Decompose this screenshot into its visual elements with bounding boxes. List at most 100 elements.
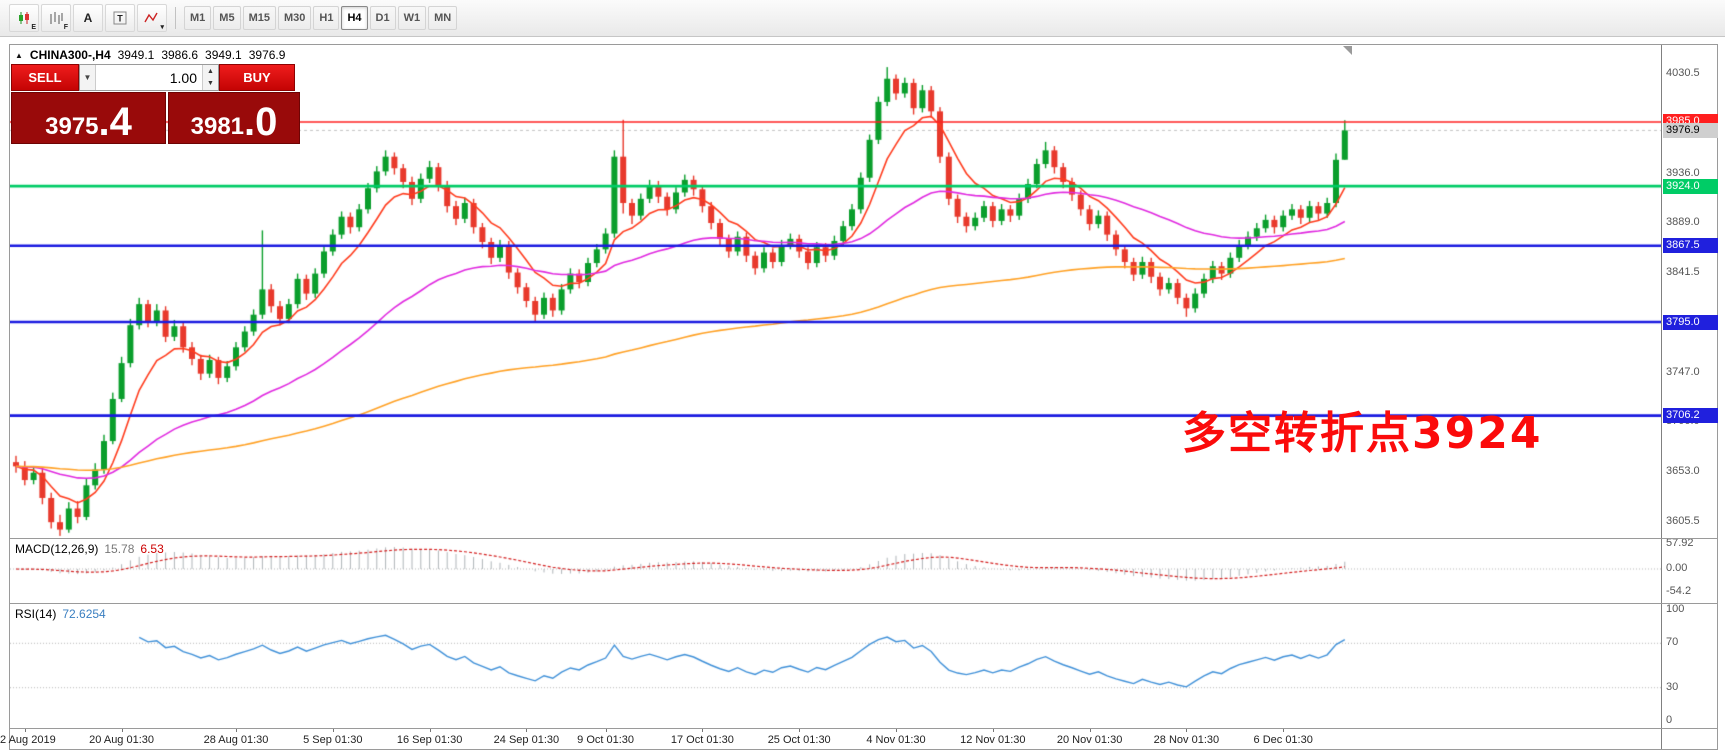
price-axis-tag: 3795.0 — [1663, 314, 1718, 330]
rsi-value: 72.6254 — [62, 607, 106, 621]
time-axis-tick — [24, 729, 26, 732]
macd-axis-label: 57.92 — [1666, 537, 1694, 550]
timeframe-mn[interactable]: MN — [428, 6, 458, 30]
sell-price-big: .4 — [98, 100, 132, 144]
timeframe-m5[interactable]: M5 — [213, 6, 241, 30]
text-label-icon[interactable]: T — [105, 4, 135, 32]
chart-shift-marker[interactable] — [1343, 46, 1352, 55]
time-axis-tick — [429, 729, 431, 732]
time-axis-tick — [896, 729, 897, 732]
time-axis[interactable]: 12 Aug 2019 20 Aug 01:30 28 Aug 01:30 5 Sep… — [0, 729, 1661, 749]
candlestick-template-icon[interactable]: E — [9, 4, 39, 32]
buy-price-big: .0 — [244, 100, 278, 144]
timeframe-toolbar: M1 M5 M15 M30 H1 H4 D1 W1 MN — [183, 6, 458, 30]
ohlc-close: 3976.9 — [248, 48, 286, 62]
price-axis[interactable]: 4030.53936.03889.03841.53747.03700.03653… — [1661, 45, 1718, 749]
time-axis-label: 28 Nov 01:30 — [1153, 734, 1220, 746]
ohlc-low: 3949.1 — [205, 48, 242, 62]
time-axis-label: 16 Sep 01:30 — [396, 734, 463, 746]
time-axis-label: 9 Oct 01:30 — [577, 734, 635, 746]
volume-stepper[interactable]: ▲ ▼ — [202, 65, 218, 90]
price-axis-tick: 3936.0 — [1666, 166, 1700, 179]
price-axis-tick: 3889.0 — [1666, 216, 1700, 229]
macd-title: MACD(12,26,9) — [15, 542, 99, 556]
macd-signal-value: 6.53 — [140, 542, 164, 556]
time-axis-label: 28 Aug 01:30 — [203, 734, 269, 746]
timeframe-m15[interactable]: M15 — [242, 6, 276, 30]
time-axis-label: 25 Oct 01:30 — [767, 734, 831, 746]
zigzag-indicator-icon[interactable]: ▾ — [137, 4, 167, 32]
rsi-indicator-canvas[interactable] — [10, 604, 1661, 727]
symbol-info-bar: ▲ CHINA300-,H4 3949.1 3986.6 3949.1 3976… — [15, 48, 285, 62]
timeframe-h1[interactable]: H1 — [313, 6, 340, 30]
time-axis-label: 17 Oct 01:30 — [670, 734, 734, 746]
volume-box: ▼ 1.00 ▲ ▼ — [79, 64, 219, 91]
price-axis-tick: 3653.0 — [1666, 464, 1700, 477]
price-axis-tick: 3747.0 — [1666, 365, 1700, 378]
pane-separator-timeaxis — [10, 728, 1717, 729]
time-axis-label: 4 Nov 01:30 — [866, 734, 926, 746]
time-axis-label: 20 Aug 01:30 — [89, 734, 155, 746]
timeframe-d1[interactable]: D1 — [369, 6, 396, 30]
svg-text:T: T — [117, 14, 123, 24]
price-axis-tick: 3605.5 — [1666, 514, 1700, 527]
time-axis-tick — [605, 729, 607, 732]
bar-chart-template-icon[interactable]: F — [41, 4, 71, 32]
buy-price-display: 3981.0 — [168, 92, 300, 144]
macd-main-value: 15.78 — [104, 542, 135, 556]
macd-indicator-canvas[interactable] — [10, 539, 1661, 603]
rsi-axis-label: 70 — [1666, 636, 1679, 649]
svg-text:A: A — [84, 11, 93, 25]
time-axis-tick — [1186, 729, 1188, 732]
time-axis-tick — [992, 729, 994, 732]
sell-price-main: 3975 — [45, 113, 99, 140]
rsi-label: RSI(14) 72.6254 — [15, 607, 106, 621]
time-axis-tick — [702, 729, 704, 732]
macd-axis-label: 0.00 — [1666, 562, 1688, 574]
time-axis-tick — [121, 729, 123, 732]
timeframe-m1[interactable]: M1 — [184, 6, 212, 30]
rsi-axis-label: 30 — [1666, 680, 1679, 693]
time-axis-tick — [526, 729, 528, 732]
time-axis-label: 6 Dec 01:30 — [1253, 734, 1313, 746]
macd-axis-label: -54.2 — [1666, 585, 1692, 598]
chart-annotation-text[interactable]: 多空转折点3924 — [1182, 408, 1543, 459]
volume-dropdown-icon[interactable]: ▼ — [80, 65, 96, 90]
rsi-axis-label: 0 — [1666, 714, 1673, 726]
ohlc-open: 3949.1 — [117, 48, 155, 62]
ohlc-high: 3986.6 — [161, 48, 199, 62]
time-axis-label: 20 Nov 01:30 — [1056, 734, 1123, 746]
pane-separator-macd[interactable] — [10, 538, 1717, 539]
price-axis-tag: 3924.0 — [1663, 178, 1718, 194]
sell-button[interactable]: SELL — [11, 64, 79, 91]
time-axis-tick — [332, 729, 334, 732]
timeframe-w1[interactable]: W1 — [397, 6, 427, 30]
time-axis-tick — [236, 729, 237, 732]
volume-up-icon[interactable]: ▲ — [207, 67, 214, 75]
timeframe-h4[interactable]: H4 — [341, 6, 368, 30]
price-axis-tag: 3867.5 — [1663, 238, 1718, 254]
volume-input[interactable]: 1.00 — [169, 69, 197, 86]
time-axis-label: 12 Nov 01:30 — [960, 734, 1026, 746]
time-axis-label: 24 Sep 01:30 — [493, 734, 560, 746]
toolbar-icon-group: E F A T ▾ — [8, 4, 168, 32]
rsi-title: RSI(14) — [15, 607, 57, 621]
symbol-name: CHINA300-,H4 — [29, 48, 111, 62]
font-icon[interactable]: A — [73, 4, 103, 32]
buy-button[interactable]: BUY — [219, 64, 295, 91]
price-axis-tick: 3841.5 — [1666, 266, 1700, 279]
pane-separator-rsi[interactable] — [10, 603, 1717, 604]
price-axis-tag: 3976.9 — [1663, 122, 1718, 138]
rsi-axis-label: 100 — [1666, 603, 1685, 615]
timeframe-m30[interactable]: M30 — [277, 6, 312, 30]
price-axis-tag: 3706.2 — [1663, 408, 1718, 424]
time-axis-label: 5 Sep 01:30 — [303, 734, 363, 746]
time-axis-tick — [1283, 729, 1285, 732]
time-axis-label: 12 Aug 2019 — [0, 734, 56, 746]
price-axis-tick: 4030.5 — [1666, 66, 1700, 79]
volume-down-icon[interactable]: ▼ — [207, 80, 214, 88]
chart-window: ▲ CHINA300-,H4 3949.1 3986.6 3949.1 3976… — [0, 44, 1718, 750]
macd-label: MACD(12,26,9) 15.78 6.53 — [15, 542, 164, 556]
symbol-marker-icon: ▲ — [15, 50, 23, 60]
sell-price-display: 3975.4 — [11, 92, 166, 144]
